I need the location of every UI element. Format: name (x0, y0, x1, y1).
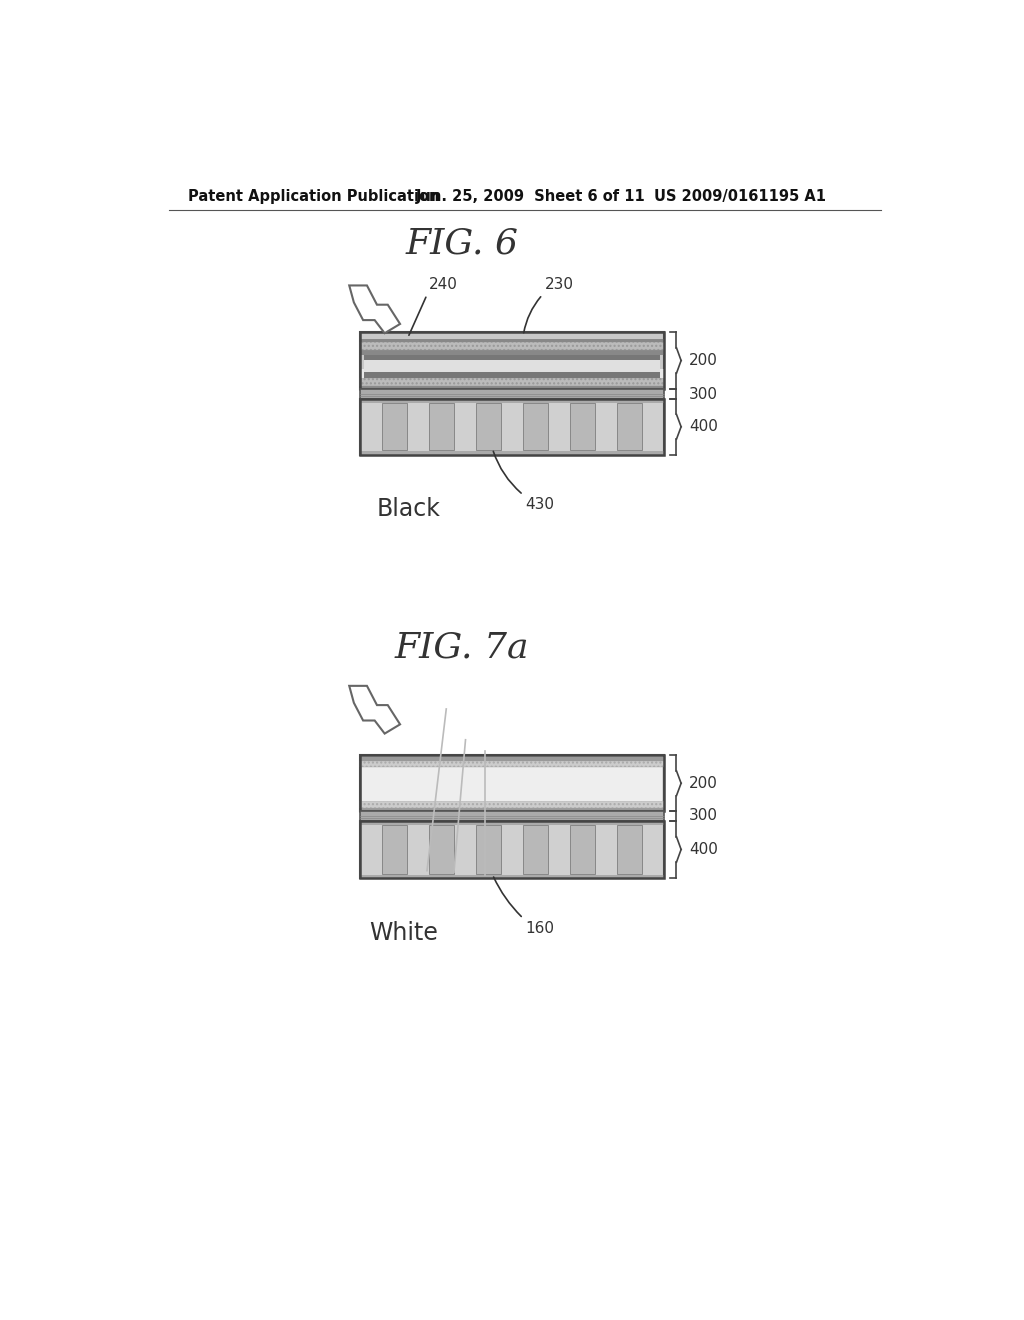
Bar (523, 825, 548, 874)
Bar (360, 399, 665, 455)
Bar (429, 404, 454, 450)
Text: US 2009/0161195 A1: US 2009/0161195 A1 (654, 189, 826, 205)
Bar (360, 350, 665, 355)
Bar (360, 821, 665, 878)
Bar (570, 404, 595, 450)
Text: Jun. 25, 2009  Sheet 6 of 11: Jun. 25, 2009 Sheet 6 of 11 (416, 189, 645, 205)
Bar (360, 760, 665, 767)
Text: White: White (370, 921, 438, 945)
Bar (617, 404, 642, 450)
Bar (476, 825, 501, 874)
Bar (360, 331, 665, 389)
Bar (476, 404, 501, 450)
Text: 200: 200 (689, 776, 718, 791)
Bar (360, 874, 665, 878)
Bar (429, 825, 454, 874)
Bar (360, 399, 665, 404)
Bar (360, 368, 665, 378)
Bar (360, 755, 665, 812)
Text: 300: 300 (689, 387, 718, 401)
Text: Patent Application Publication: Patent Application Publication (188, 189, 440, 205)
Bar (382, 404, 407, 450)
Bar (360, 378, 665, 385)
Text: 300: 300 (689, 808, 718, 824)
Bar (617, 825, 642, 874)
Text: 200: 200 (689, 352, 718, 368)
Bar (360, 389, 665, 399)
Text: FIG. 7a: FIG. 7a (394, 631, 529, 664)
Bar (362, 767, 662, 800)
Bar (360, 755, 665, 812)
Bar (360, 451, 665, 455)
Bar (360, 756, 665, 760)
Text: 230: 230 (545, 277, 573, 292)
Bar (360, 331, 665, 389)
Text: 160: 160 (525, 921, 555, 936)
Bar (360, 821, 665, 825)
Bar (570, 825, 595, 874)
Bar (360, 812, 665, 821)
Text: FIG. 6: FIG. 6 (406, 226, 518, 260)
Text: 430: 430 (525, 498, 555, 512)
Text: 400: 400 (689, 842, 718, 857)
Bar (360, 821, 665, 878)
Polygon shape (349, 285, 400, 333)
Bar (364, 355, 660, 378)
Polygon shape (349, 686, 400, 734)
Bar (364, 360, 660, 372)
Text: 240: 240 (429, 277, 458, 292)
Bar (360, 342, 665, 350)
Bar (360, 385, 665, 389)
Bar (360, 808, 665, 812)
Bar (360, 339, 665, 342)
Bar (523, 404, 548, 450)
Bar (360, 800, 665, 808)
Text: Black: Black (377, 498, 441, 521)
Bar (382, 825, 407, 874)
Text: 400: 400 (689, 420, 718, 434)
Bar (360, 399, 665, 455)
